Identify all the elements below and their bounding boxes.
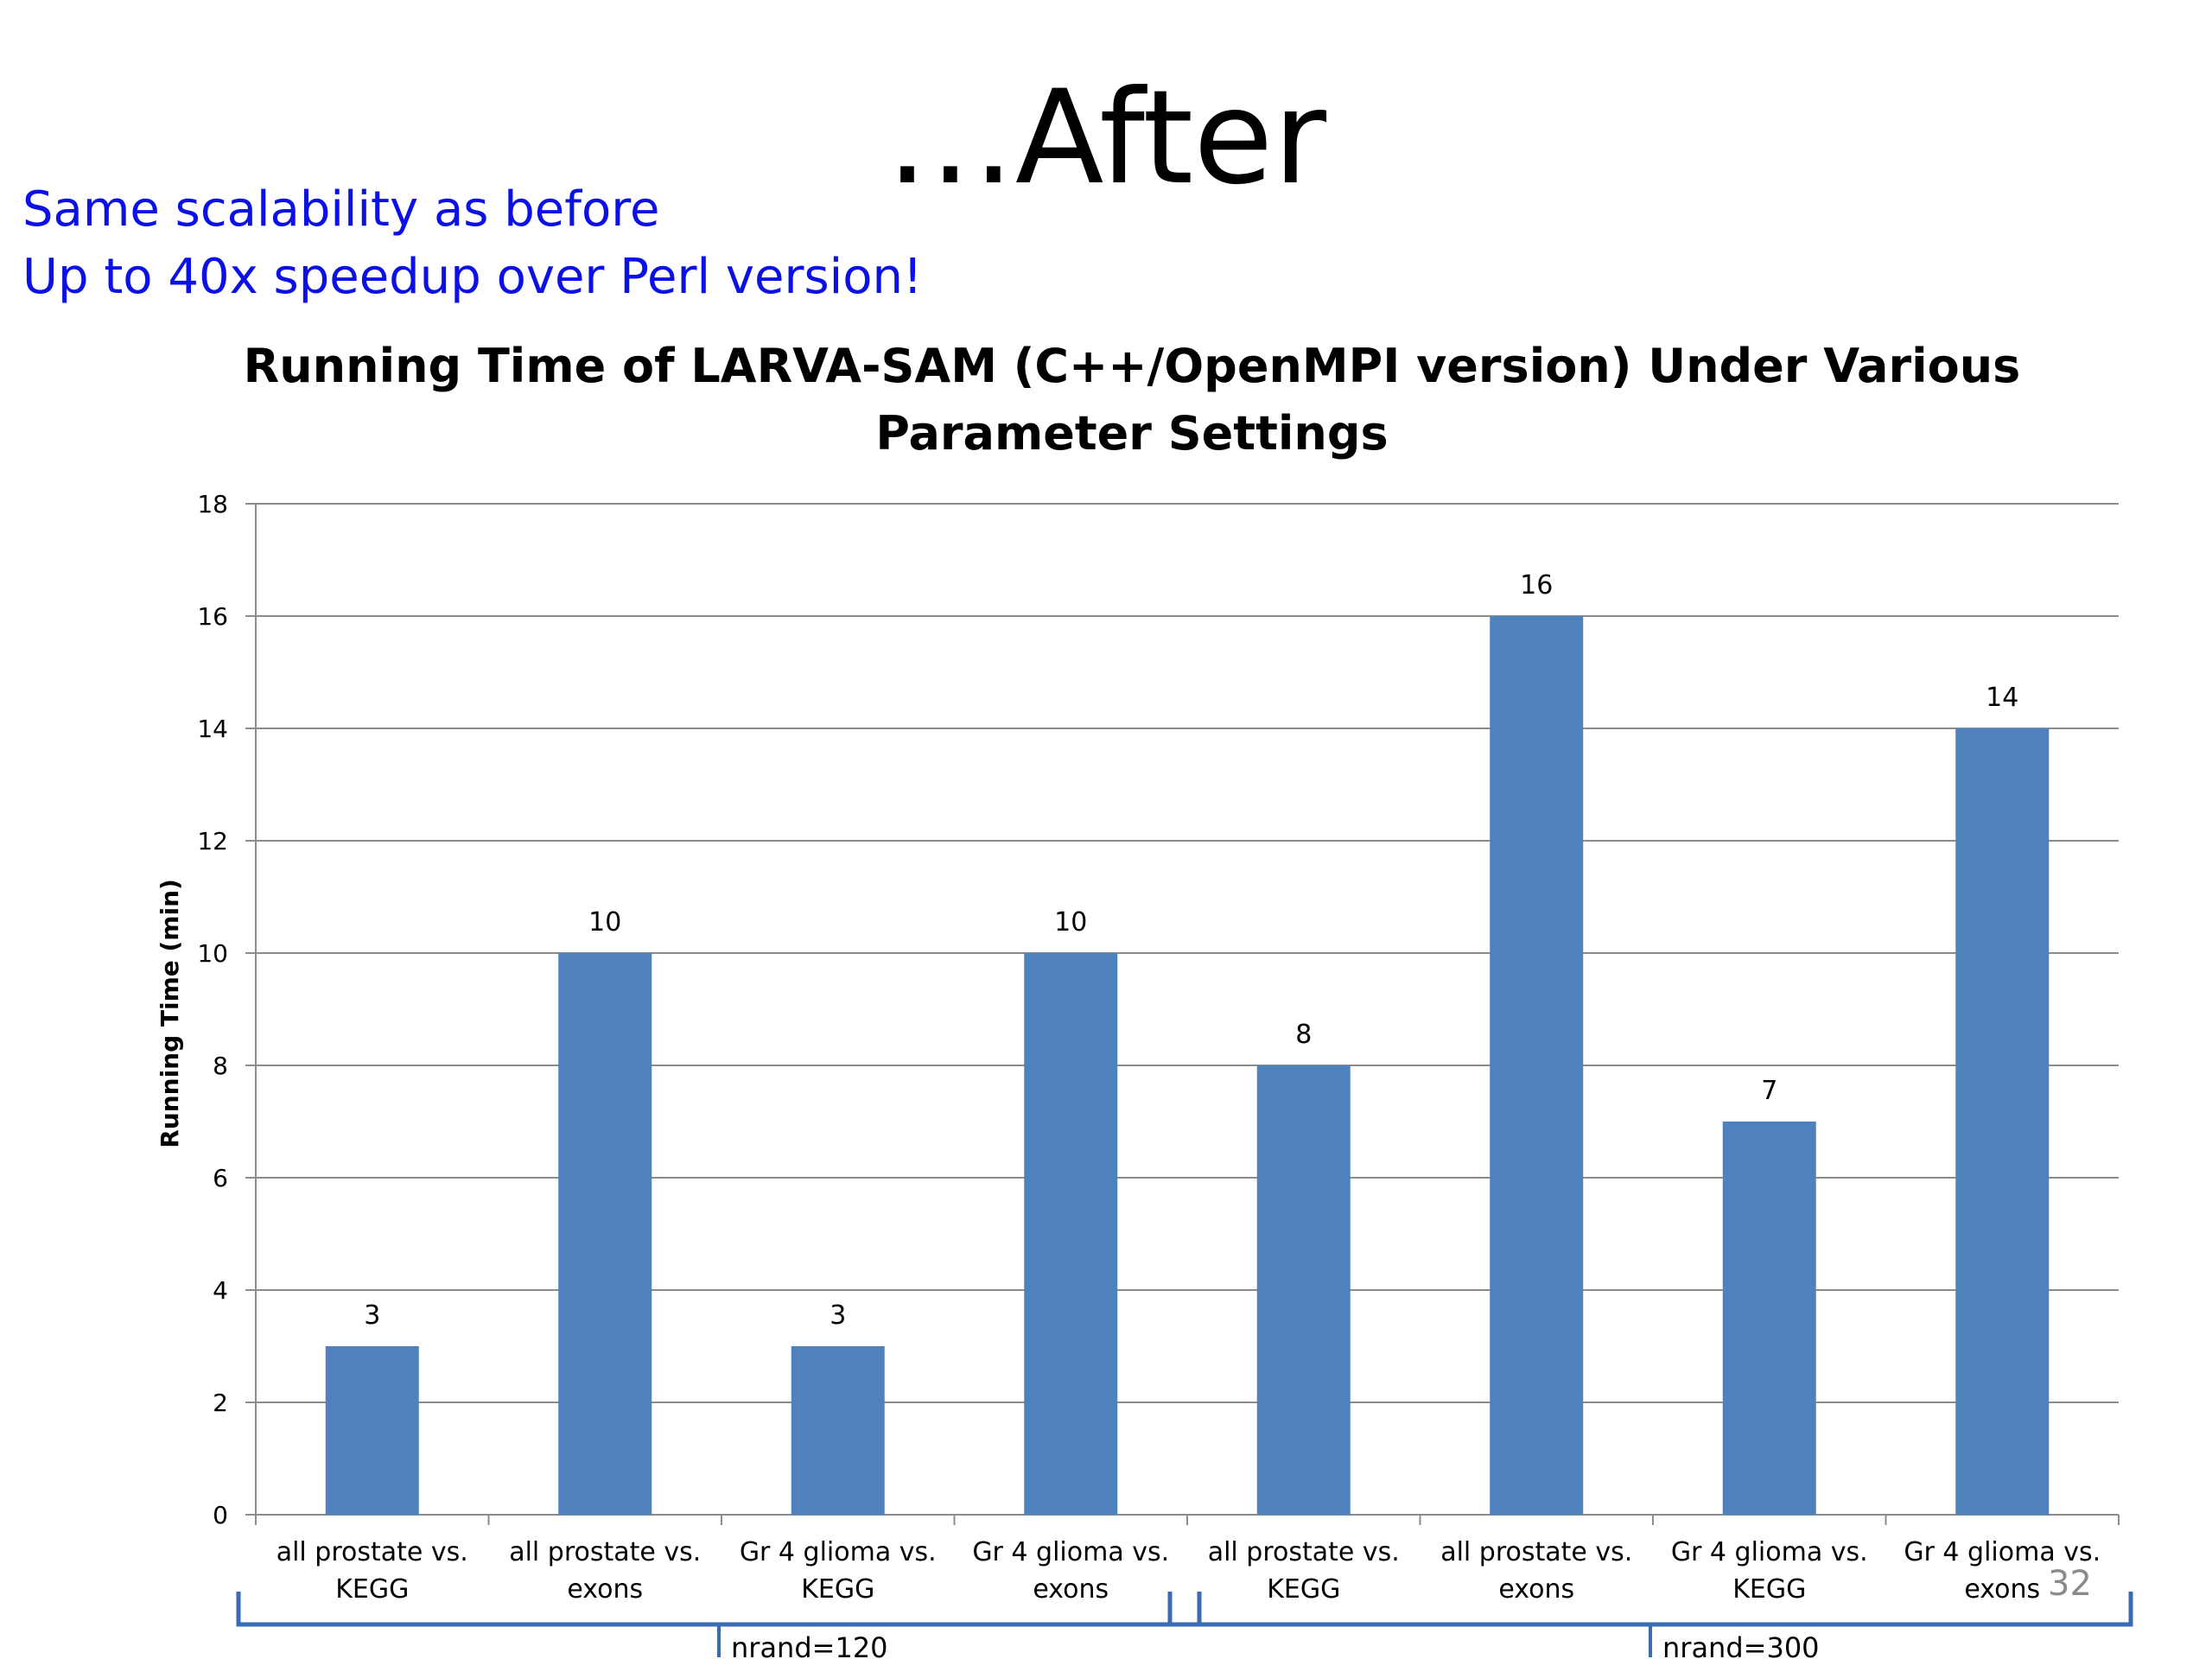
y-tick-label: 6 [213, 1164, 228, 1192]
category-label: exons [1498, 1574, 1574, 1605]
page-number: 32 [2048, 1564, 2092, 1604]
data-label: 3 [830, 1300, 846, 1331]
y-tick-label: 10 [197, 939, 228, 968]
y-tick-label: 18 [197, 490, 228, 518]
category-label: Gr 4 glioma vs. [740, 1537, 937, 1567]
category-label: all prostate vs. [509, 1537, 701, 1567]
y-tick-label: 8 [213, 1052, 228, 1080]
chart-title-line-1: Running Time of LARVA-SAM (C++/OpenMPI v… [244, 339, 2021, 393]
bar [1490, 616, 1584, 1515]
category-label: KEGG [801, 1574, 874, 1605]
y-axis-label: Running Time (min) [156, 879, 184, 1148]
category-label: KEGG [1267, 1574, 1340, 1605]
y-tick-label: 12 [197, 827, 228, 855]
subtitle-line-2: Up to 40x speedup over Perl version! [22, 249, 923, 305]
gridlines [256, 503, 2119, 1403]
category-label: all prostate vs. [1208, 1537, 1400, 1567]
bars [325, 616, 2050, 1515]
data-label: 14 [1986, 683, 2018, 713]
bar [1955, 728, 2050, 1515]
category-label: Gr 4 glioma vs. [1671, 1537, 1868, 1567]
category-label: exons [1964, 1574, 2040, 1605]
data-label: 10 [1054, 907, 1087, 938]
y-tick-label: 2 [213, 1389, 228, 1417]
category-label: Gr 4 glioma vs. [972, 1537, 1169, 1567]
group-label: nrand=120 [731, 1631, 888, 1659]
category-label: exons [1033, 1574, 1109, 1605]
bar [1024, 953, 1118, 1515]
data-label: 16 [1520, 570, 1553, 601]
category-label: KEGG [335, 1574, 409, 1605]
data-label: 3 [364, 1300, 380, 1331]
data-label: 7 [1761, 1076, 1777, 1106]
bar [1722, 1122, 1816, 1515]
y-tick-label: 0 [213, 1501, 228, 1529]
y-tick-label: 16 [197, 602, 228, 631]
bar [791, 1346, 885, 1515]
data-label: 8 [1295, 1020, 1312, 1050]
bar [325, 1346, 419, 1515]
category-label: exons [567, 1574, 643, 1605]
subtitle-line-1: Same scalability as before [22, 181, 660, 238]
group-label: nrand=300 [1662, 1631, 1820, 1659]
category-label: KEGG [1732, 1574, 1806, 1605]
bar [558, 953, 652, 1515]
group-brackets: nrand=120 nrand=300 [236, 1592, 2133, 1659]
category-labels: all prostate vs. KEGG all prostate vs. exon… [276, 1537, 2101, 1605]
bar [1256, 1065, 1351, 1515]
category-label: all prostate vs. [276, 1537, 468, 1567]
category-label: all prostate vs. [1440, 1537, 1632, 1567]
y-tick-labels: 0 2 4 6 8 10 12 14 16 18 [197, 490, 228, 1529]
slide-title: …After [885, 63, 1327, 213]
axes [245, 503, 2120, 1525]
y-tick-label: 14 [197, 715, 228, 743]
data-labels: 3 10 3 10 8 16 7 14 [364, 570, 2018, 1331]
category-label: Gr 4 glioma vs. [1904, 1537, 2101, 1567]
y-tick-label: 4 [213, 1276, 228, 1305]
chart-title-line-2: Parameter Settings [875, 406, 1388, 461]
data-label: 10 [588, 907, 621, 938]
